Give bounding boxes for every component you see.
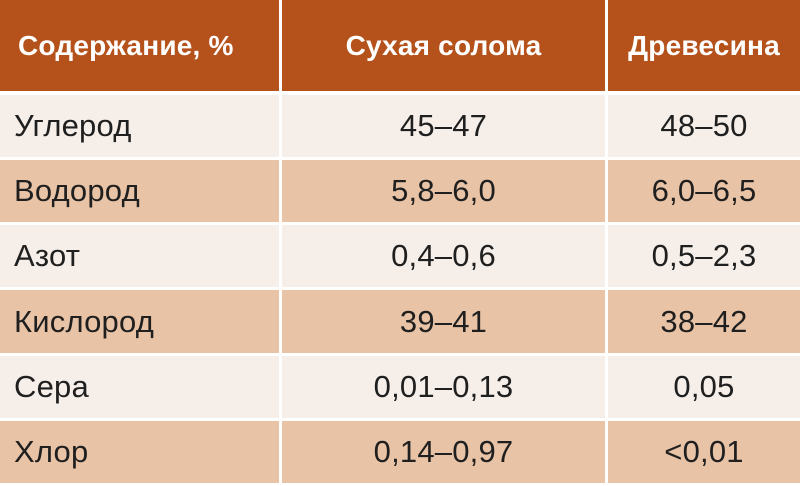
row-carbon-straw: 45–47 xyxy=(279,95,605,161)
row-chlorine-wood: <0,01 xyxy=(605,420,800,486)
row-hydrogen-label: Водород xyxy=(0,160,279,226)
row-oxygen-straw: 39–41 xyxy=(279,290,605,356)
row-nitrogen-straw: 0,4–0,6 xyxy=(279,225,605,291)
row-sulfur-straw: 0,01–0,13 xyxy=(279,355,605,421)
header-wood: Древесина xyxy=(605,0,800,95)
row-sulfur-wood: 0,05 xyxy=(605,355,800,421)
row-chlorine-label: Хлор xyxy=(0,420,279,486)
row-nitrogen-wood: 0,5–2,3 xyxy=(605,225,800,291)
row-carbon-label: Углерод xyxy=(0,95,279,161)
row-oxygen-wood: 38–42 xyxy=(605,290,800,356)
row-oxygen-label: Кислород xyxy=(0,290,279,356)
row-nitrogen-label: Азот xyxy=(0,225,279,291)
header-dry-straw: Сухая солома xyxy=(279,0,605,95)
row-hydrogen-straw: 5,8–6,0 xyxy=(279,160,605,226)
row-sulfur-label: Сера xyxy=(0,355,279,421)
row-chlorine-straw: 0,14–0,97 xyxy=(279,420,605,486)
header-content: Содержание, % xyxy=(0,0,279,95)
row-carbon-wood: 48–50 xyxy=(605,95,800,161)
row-hydrogen-wood: 6,0–6,5 xyxy=(605,160,800,226)
